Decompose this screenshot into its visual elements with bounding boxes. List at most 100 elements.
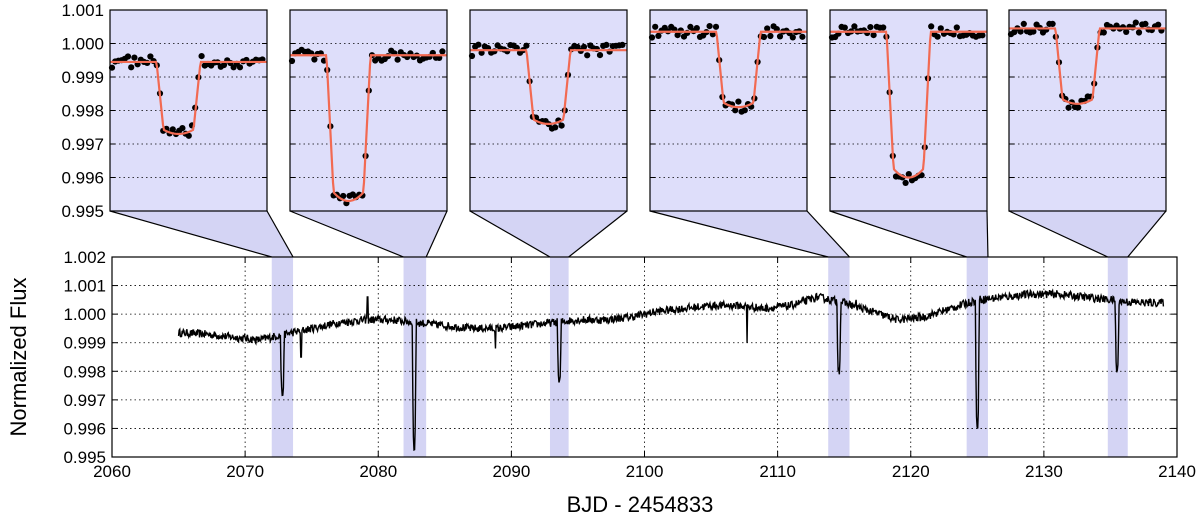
- zoom-line: [109, 210, 272, 258]
- inset-frame: [109, 9, 268, 212]
- inset-data-point: [198, 53, 205, 60]
- inset-frame: [289, 9, 448, 212]
- transit-model-curve: [110, 60, 267, 136]
- x-axis-label: BJD - 2454833: [567, 492, 714, 517]
- inset-data-point: [1155, 21, 1162, 28]
- inset-panel-3: [468, 9, 628, 212]
- inset-data-point: [655, 32, 662, 40]
- y-tick-label: 1.001: [63, 277, 106, 296]
- x-tick-label: 2110: [759, 462, 796, 481]
- zoom-line: [829, 210, 967, 258]
- main-plot: 2060 2070 2080 2090 2100 2110 2120 2130 2140 0.99…: [63, 248, 1195, 481]
- inset-data-point: [1065, 104, 1072, 111]
- inset-data-point: [311, 56, 318, 63]
- inset-data-point: [693, 25, 700, 32]
- y-tick-label: 0.999: [63, 334, 106, 353]
- x-tick-label: 2130: [1025, 462, 1063, 481]
- inset-data-point: [1100, 29, 1107, 36]
- inset-data-point: [185, 132, 192, 139]
- x-tick-label: 2100: [626, 462, 664, 481]
- inset-data-point: [584, 52, 591, 59]
- inset-data-point: [902, 179, 909, 186]
- inset-data-point: [596, 52, 604, 59]
- y-tick-label: 1.002: [63, 248, 106, 267]
- inset-data-point: [1020, 20, 1027, 27]
- inset-data-point: [741, 107, 748, 114]
- zoom-line: [568, 210, 628, 258]
- inset-panel-5: [828, 9, 988, 212]
- inset-data-point: [1017, 28, 1024, 35]
- zoom-line: [806, 210, 850, 258]
- inset-y-tick-label: 0.999: [61, 68, 104, 87]
- inset-data-point: [394, 56, 401, 63]
- inset-data-point: [128, 64, 135, 71]
- inset-data-point: [1123, 28, 1130, 35]
- inset-data-point: [937, 25, 944, 32]
- inset-frame: [1008, 9, 1167, 212]
- inset-data-point: [841, 24, 848, 31]
- inset-data-point: [979, 32, 986, 39]
- inset-data-point: [735, 98, 742, 105]
- inset-y-tick-label: 0.995: [61, 202, 104, 221]
- inset-data-point: [475, 41, 482, 48]
- zoom-line: [649, 210, 829, 258]
- transit-band-4: [828, 257, 850, 457]
- x-tick-label: 2080: [359, 462, 397, 481]
- zoom-wedge-5: [830, 211, 988, 257]
- zoom-line: [986, 210, 989, 258]
- inset-data-point: [1132, 19, 1139, 26]
- inset-data-point: [439, 48, 446, 55]
- inset-data-point: [928, 23, 935, 30]
- x-tick-label: 2070: [226, 462, 264, 481]
- inset-data-point: [674, 31, 681, 39]
- inset-data-point: [1030, 28, 1037, 35]
- inset-data-point: [760, 33, 768, 41]
- inset-data-point: [687, 23, 694, 30]
- inset-data-point: [1075, 104, 1082, 111]
- transit-band-1: [271, 257, 294, 457]
- inset-frame: [649, 9, 808, 212]
- inset-data-point: [799, 33, 806, 40]
- inset-data-point: [619, 41, 626, 49]
- inset-panel-6: [1007, 9, 1167, 212]
- y-tick-label: 0.998: [63, 362, 106, 381]
- inset-data-point: [773, 26, 780, 33]
- transit-model-curve: [290, 54, 447, 203]
- y-tick-label: 0.997: [63, 391, 106, 410]
- inset-data-point: [934, 33, 941, 40]
- transit-band-2: [403, 257, 427, 457]
- zoom-line: [1127, 210, 1167, 258]
- inset-data-point: [652, 23, 659, 30]
- inset-data-point: [124, 53, 132, 60]
- inset-frame: [829, 9, 988, 212]
- y-axis-label: Normalized Flux: [6, 278, 31, 437]
- inset-data-point: [1135, 29, 1143, 36]
- x-tick-label: 2120: [892, 462, 930, 481]
- inset-data-point: [523, 42, 530, 49]
- inset-y-tick-label: 0.997: [61, 135, 104, 154]
- inset-data-point: [712, 23, 720, 30]
- y-tick-label: 1.000: [63, 305, 106, 324]
- inset-data-point: [953, 24, 960, 31]
- inset-panel-2: [288, 9, 448, 212]
- inset-data-point: [220, 61, 228, 69]
- inset-data-point: [880, 24, 887, 31]
- inset-data-point: [580, 43, 588, 51]
- inset-data-point: [905, 171, 912, 178]
- light-curve-series: [177, 288, 1165, 452]
- inset-data-point: [789, 34, 796, 41]
- zoom-line: [266, 210, 294, 258]
- zoom-line: [1008, 210, 1109, 258]
- x-tick-label: 2140: [1158, 462, 1196, 481]
- inset-data-point: [1142, 20, 1149, 27]
- inset-data-point: [867, 24, 874, 31]
- inset-data-point: [340, 192, 347, 200]
- inset-data-point: [603, 41, 610, 49]
- inset-y-tick-label: 1.000: [61, 35, 104, 54]
- zoom-wedge-1: [110, 211, 294, 257]
- inset-data-point: [776, 33, 784, 40]
- inset-y-tick-label: 1.001: [61, 1, 104, 20]
- inset-y-tick-label: 0.998: [61, 102, 104, 121]
